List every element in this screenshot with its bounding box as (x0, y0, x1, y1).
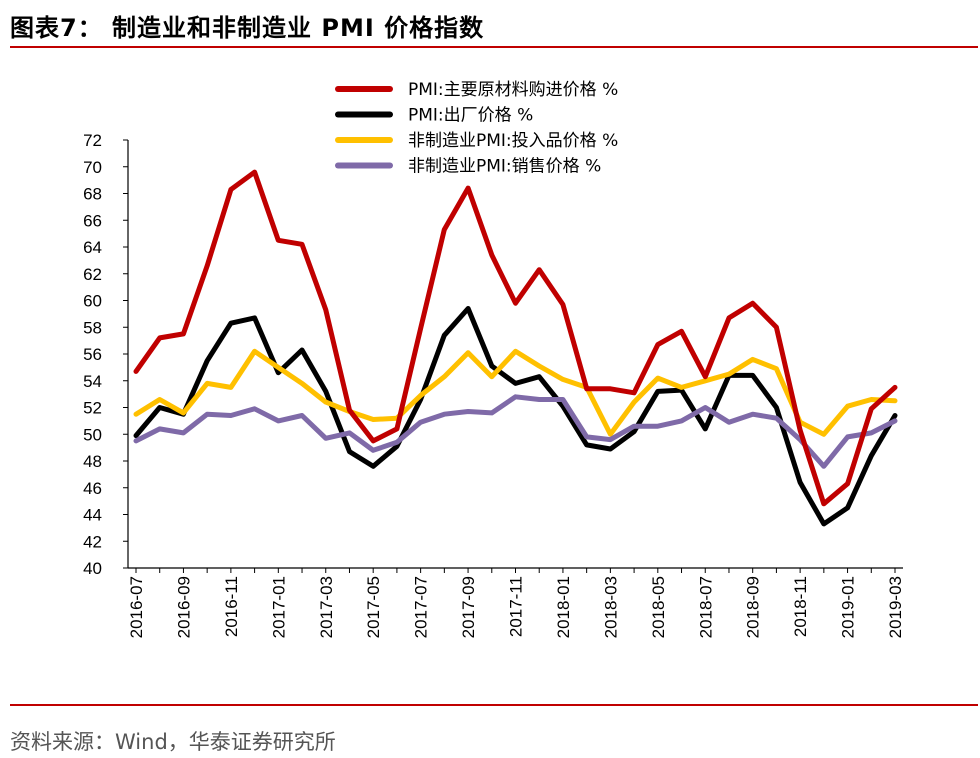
x-tick-label: 2017-01 (269, 576, 288, 638)
line-chart: PMI:主要原材料购进价格 % PMI:出厂价格 % 非制造业PMI:投入品价格 %… (83, 80, 905, 638)
series-line-1 (133, 169, 898, 507)
legend-label-3: 非制造业PMI:投入品价格 % (408, 131, 618, 151)
y-tick-label: 66 (83, 211, 102, 230)
legend: PMI:主要原材料购进价格 % PMI:出厂价格 % 非制造业PMI:投入品价格 %… (335, 80, 618, 177)
x-tick-label: 2018-03 (601, 576, 620, 638)
legend-label-4: 非制造业PMI:销售价格 % (408, 157, 601, 177)
series-line-2 (133, 306, 898, 527)
x-tick-label: 2017-11 (507, 576, 526, 637)
x-tick-label: 2018-09 (744, 576, 763, 638)
x-tick-label: 2018-11 (791, 576, 810, 637)
y-tick-label: 64 (83, 238, 102, 257)
x-tick-label: 2017-05 (364, 576, 383, 638)
x-tick-label: 2016-11 (222, 576, 241, 637)
x-tick-label: 2019-03 (886, 576, 905, 638)
x-tick-label: 2017-07 (412, 576, 431, 638)
legend-label-2: PMI:出厂价格 % (408, 106, 533, 126)
y-axis: 40 42 44 46 48 50 52 54 56 58 60 62 64 66 68 70 72 (83, 131, 129, 578)
x-tick-label: 2019-01 (839, 576, 858, 638)
y-tick-label: 70 (83, 158, 102, 177)
x-tick-label: 2018-01 (554, 576, 573, 638)
x-tick-label: 2017-03 (317, 576, 336, 638)
x-tick-label: 2018-07 (696, 576, 715, 638)
y-tick-label: 60 (83, 292, 102, 311)
y-tick-label: 68 (83, 185, 102, 204)
y-tick-label: 46 (83, 479, 102, 498)
series-line-4 (133, 394, 898, 469)
source-note: 资料来源：Wind，华泰证券研究所 (10, 730, 336, 754)
y-tick-label: 62 (83, 265, 102, 284)
title-divider (10, 46, 978, 48)
chart-title: 图表7： 制造业和非制造业 PMI 价格指数 (10, 14, 485, 42)
y-tick-label: 50 (83, 425, 102, 444)
y-tick-label: 54 (83, 372, 102, 391)
x-tick-label: 2018-05 (649, 576, 668, 638)
x-tick-label: 2016-07 (127, 576, 146, 638)
legend-label-1: PMI:主要原材料购进价格 % (408, 80, 618, 100)
y-tick-label: 72 (83, 131, 102, 150)
footer-divider (10, 704, 978, 706)
series-layer (133, 169, 898, 527)
series-line-3 (133, 348, 898, 437)
y-tick-label: 56 (83, 345, 102, 364)
x-tick-label: 2016-09 (174, 576, 193, 638)
y-tick-label: 40 (83, 559, 102, 578)
y-tick-label: 48 (83, 452, 102, 471)
y-tick-label: 58 (83, 318, 102, 337)
x-axis: 2016-07 2016-09 2016-11 2017-01 2017-03 2017-… (127, 567, 905, 638)
x-tick-label: 2017-09 (459, 576, 478, 638)
y-tick-label: 52 (83, 399, 102, 418)
y-tick-label: 44 (83, 506, 102, 525)
y-tick-label: 42 (83, 532, 102, 551)
